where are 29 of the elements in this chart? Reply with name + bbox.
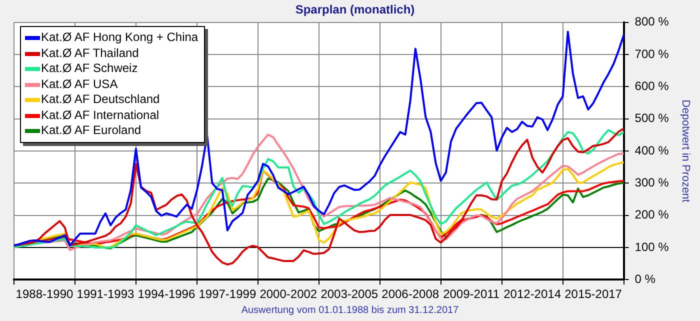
text: Auswertung vom 01.01.1988 bis zum 31.12.2017 xyxy=(240,305,460,316)
chart-title: Sparplan (monatlich) xyxy=(295,2,415,17)
legend-label: Kat.Ø AF Schweiz xyxy=(41,61,138,77)
y2-tick-label: 700 % xyxy=(634,46,670,61)
x-tick-label: 1991-1993 xyxy=(76,287,134,302)
x-tick-label: 1994-1996 xyxy=(138,287,196,302)
y2-tick-label: 500 % xyxy=(634,111,670,126)
y2-tick-label: 200 % xyxy=(634,208,670,222)
y2-tick-label: 800 % xyxy=(634,14,670,29)
x-tick-label: 2009-2011 xyxy=(443,287,500,302)
y2-tick-label: 600 % xyxy=(634,79,670,94)
y2-tick-label: 100 % xyxy=(634,240,670,254)
y2-tick-label: 0 % xyxy=(634,272,656,286)
legend-label: Kat.Ø AF Euroland xyxy=(41,123,142,139)
x-tick-label: 2000-2002 xyxy=(260,287,318,302)
x-tick-label: 2012-2014 xyxy=(504,287,562,302)
legend-label: Kat.Ø AF Deutschland xyxy=(41,92,160,108)
legend-label: Kat.Ø AF USA xyxy=(41,76,118,92)
legend-label: Kat.Ø AF Thailand xyxy=(41,46,139,62)
x-tick-label: 2006-2008 xyxy=(382,287,440,302)
x-tick-label: 1988-1990 xyxy=(16,287,74,302)
y2-tick-label: 300 % xyxy=(634,175,670,190)
y2-axis-title: Depotwert in Prozent xyxy=(679,100,692,202)
x-tick-label: 2015-2017 xyxy=(564,287,622,302)
y2-tick-label: 400 % xyxy=(634,143,670,158)
legend-label: Kat.Ø AF Hong Kong + China xyxy=(41,30,198,46)
x-tick-label: 2003-2005 xyxy=(320,287,378,302)
legend-label: Kat.Ø AF International xyxy=(41,108,160,124)
x-tick-label: 1997-1999 xyxy=(198,287,256,302)
